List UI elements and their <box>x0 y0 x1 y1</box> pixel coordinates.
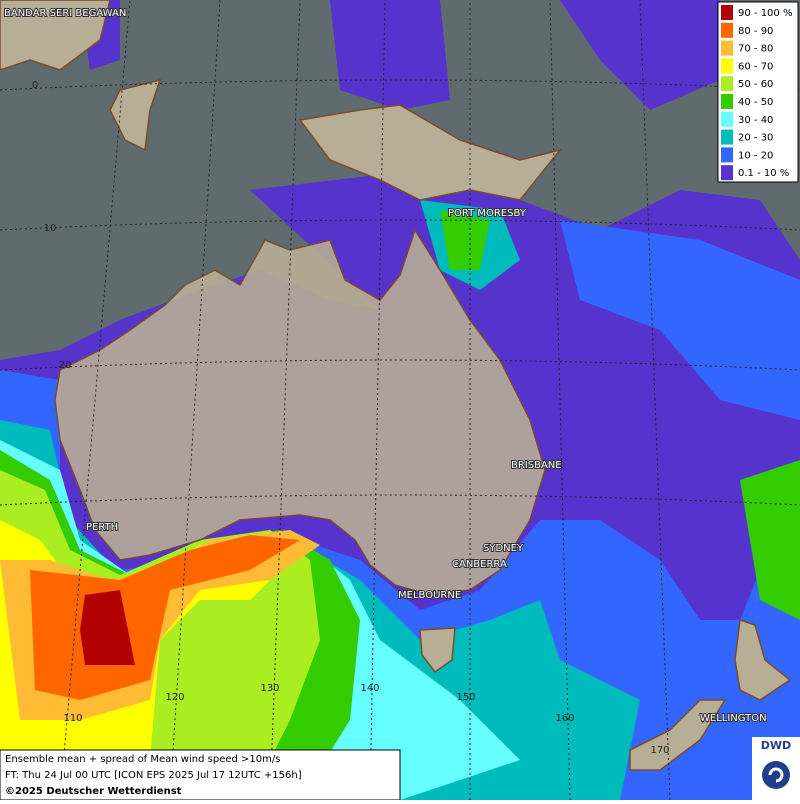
legend-label: 90 - 100 % <box>738 8 792 19</box>
footer-line: ©2025 Deutscher Wetterdienst <box>5 786 182 797</box>
place-label: SYDNEY <box>483 543 524 554</box>
graticule-label: 140 <box>360 683 379 694</box>
place-label: BANDAR SERI BEGAWAN <box>4 8 126 19</box>
legend-label: 50 - 60 <box>738 79 773 90</box>
graticule-label: 130 <box>260 683 279 694</box>
graticule-label: 0 <box>32 80 38 91</box>
legend-label: 80 - 90 <box>738 26 773 37</box>
logo: DWD <box>752 737 800 800</box>
legend: 90 - 100 % 80 - 90 70 - 80 60 - 70 50 - 60 40… <box>717 1 799 183</box>
graticule-label: 160 <box>555 713 574 724</box>
place-label: PERTH <box>86 522 118 533</box>
place-label: WELLINGTON <box>700 713 767 724</box>
place-label: CANBERRA <box>452 559 507 570</box>
legend-label: 40 - 50 <box>738 97 773 108</box>
legend-label: 20 - 30 <box>738 133 773 144</box>
legend-swatch <box>721 111 733 127</box>
legend-label: 10 - 20 <box>738 150 773 161</box>
graticule-label: 20 <box>59 360 72 371</box>
place-label: BRISBANE <box>511 460 562 471</box>
legend-swatch <box>721 129 733 145</box>
graticule-label: 110 <box>63 713 82 724</box>
footer-line: FT: Thu 24 Jul 00 UTC [ICON EPS 2025 Jul… <box>5 770 302 781</box>
place-label: MELBOURNE <box>398 590 461 601</box>
logo-text: DWD <box>761 739 791 752</box>
legend-label: 30 - 40 <box>738 115 773 126</box>
legend-swatch <box>721 5 733 20</box>
legend-swatch <box>721 40 733 56</box>
legend-label: 0.1 - 10 % <box>738 168 789 179</box>
legend-swatch <box>721 94 733 109</box>
legend-swatch <box>721 165 733 181</box>
graticule-label: 120 <box>165 692 184 703</box>
legend-label: 70 - 80 <box>738 44 773 55</box>
legend-swatch <box>721 58 733 74</box>
legend-label: 60 - 70 <box>738 61 773 72</box>
graticule-label: 10 <box>44 223 57 234</box>
footer-line: Ensemble mean + spread of Mean wind spee… <box>5 754 280 765</box>
land <box>0 0 792 771</box>
graticule-label: 170 <box>650 745 669 756</box>
legend-swatch <box>721 147 733 163</box>
place-label: PORT MORESBY <box>448 208 527 219</box>
footer-box <box>0 749 401 801</box>
legend-swatch <box>721 22 733 38</box>
graticule-label: 150 <box>456 692 475 703</box>
legend-swatch <box>721 76 733 92</box>
